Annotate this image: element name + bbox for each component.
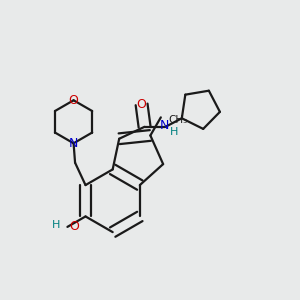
Text: O: O	[69, 220, 79, 233]
Text: N: N	[159, 119, 169, 132]
Text: N: N	[69, 137, 78, 150]
Text: CH₃: CH₃	[168, 115, 188, 125]
Text: O: O	[137, 98, 146, 111]
Text: H: H	[52, 220, 60, 230]
Text: H: H	[170, 127, 178, 137]
Text: O: O	[69, 94, 79, 107]
